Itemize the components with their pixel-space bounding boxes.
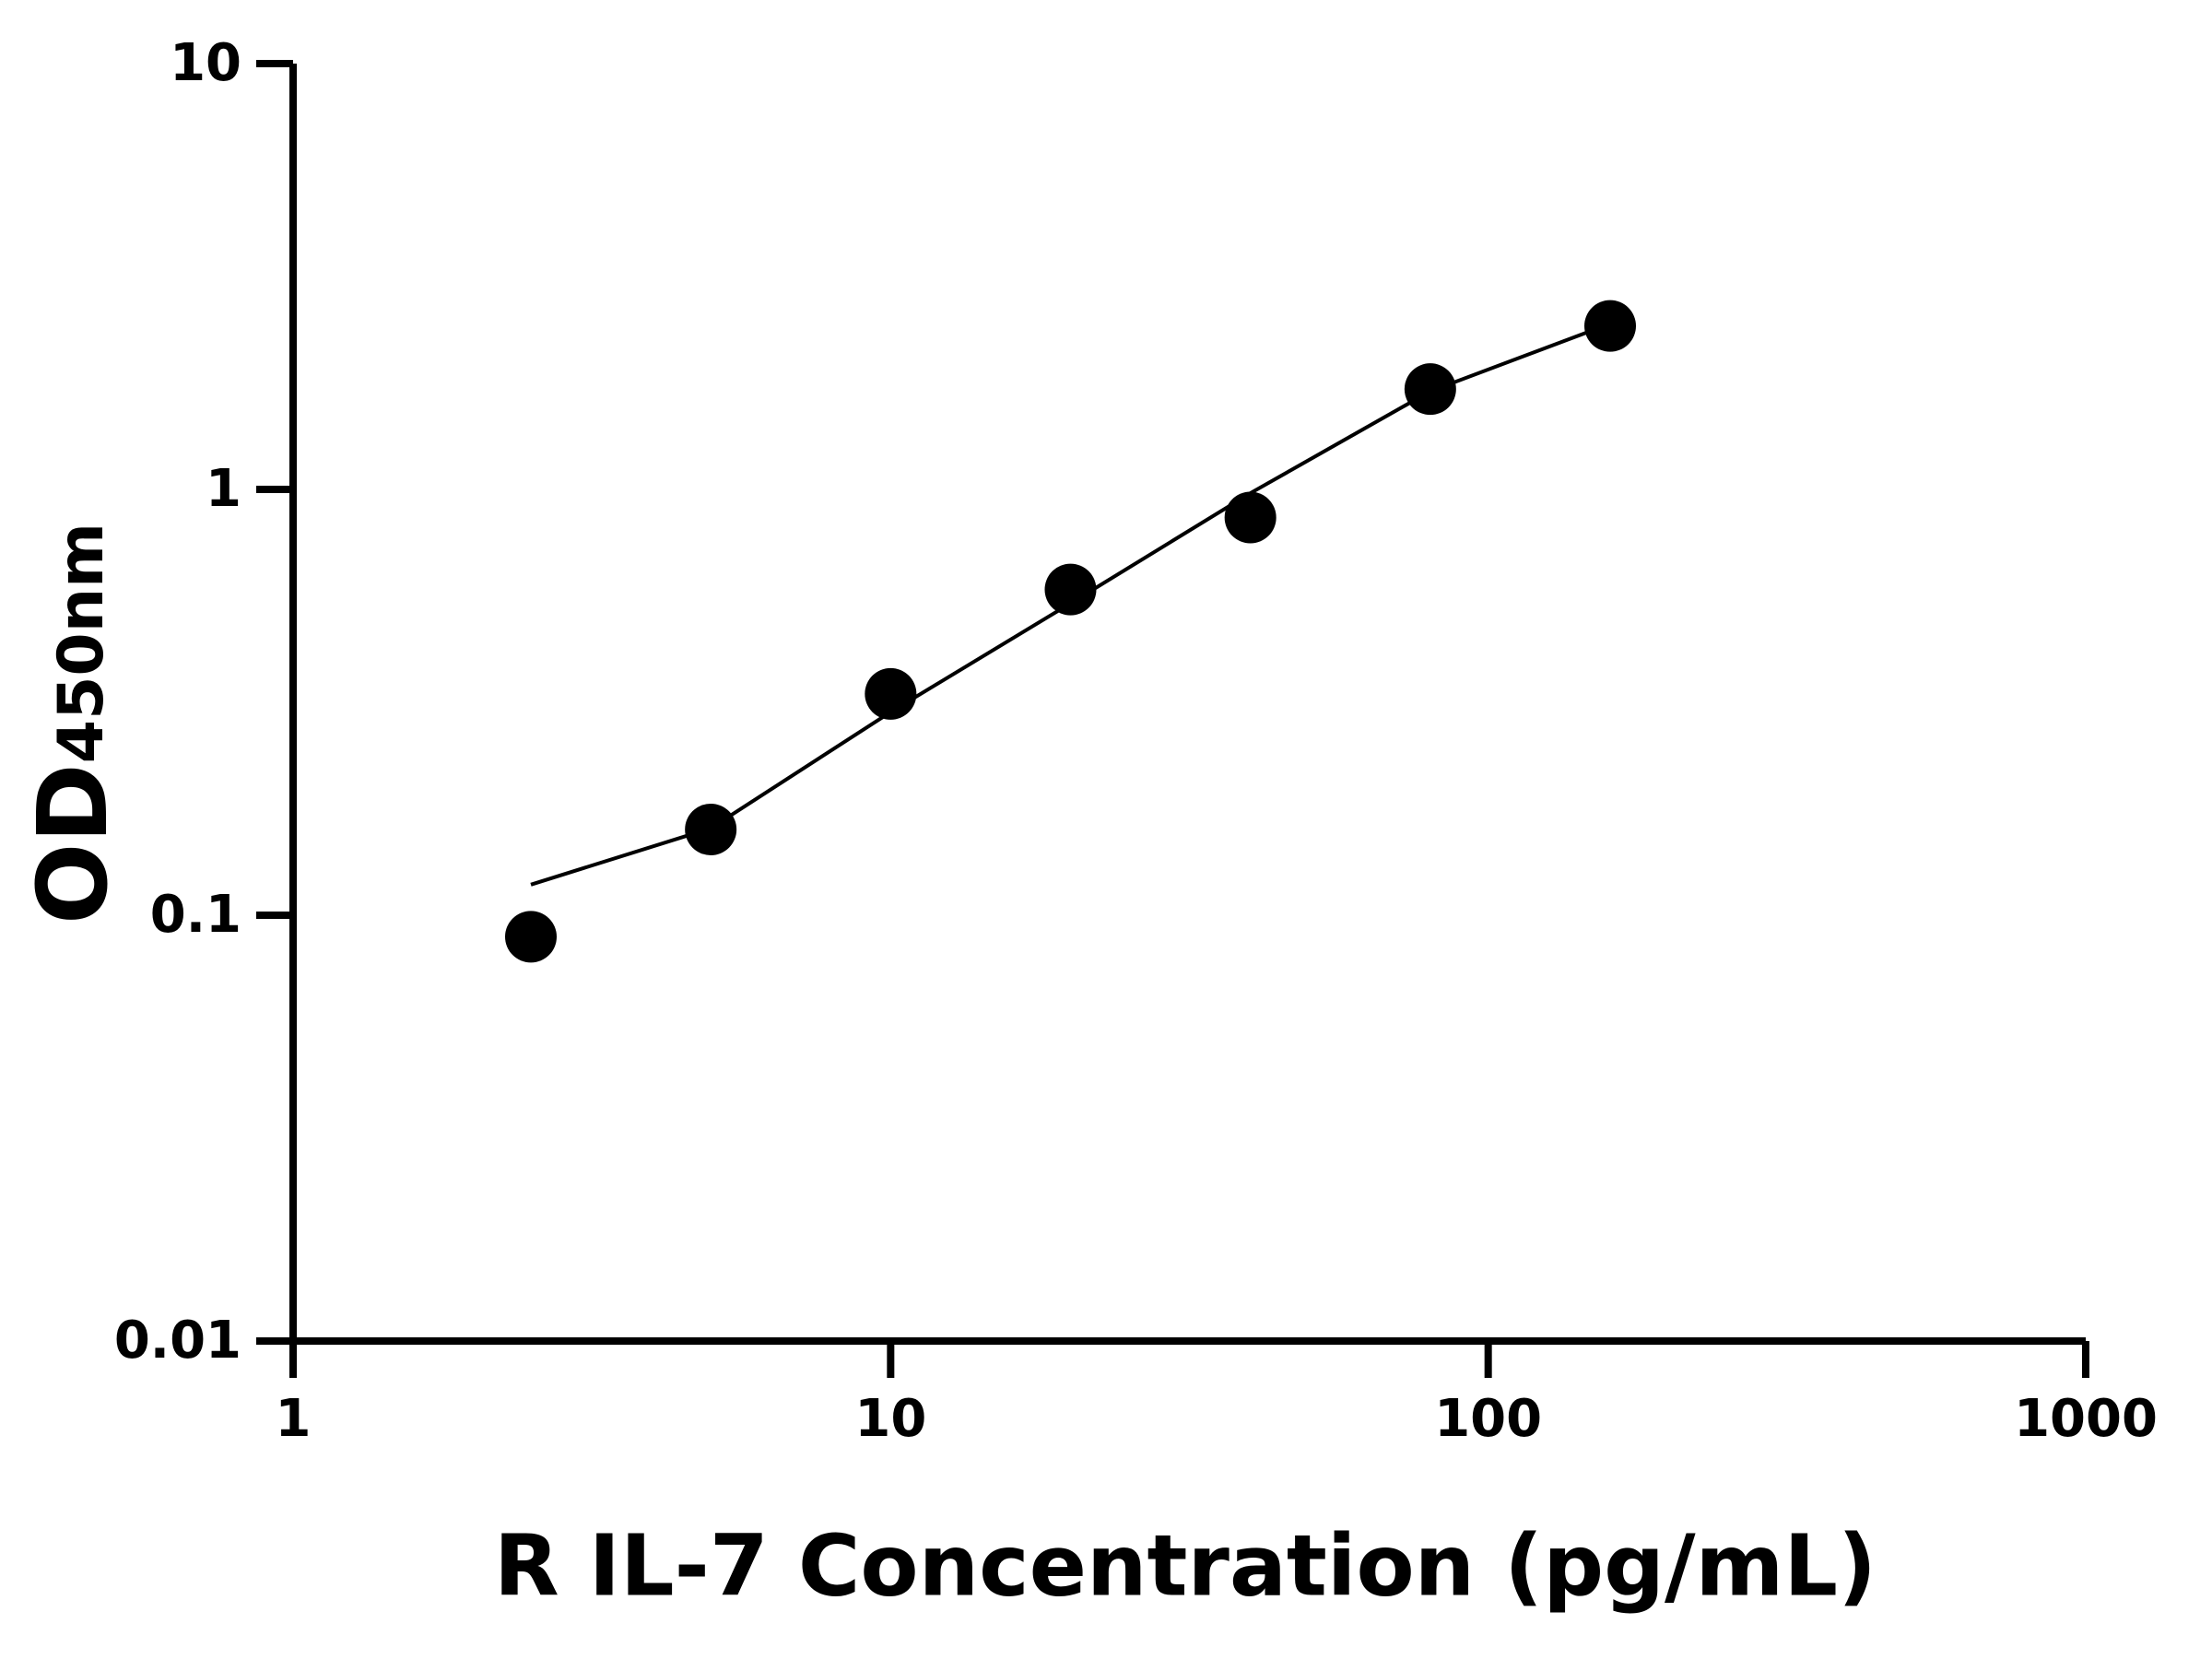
y-tick-label: 1 (206, 459, 241, 519)
data-point (1044, 563, 1097, 616)
data-point (1224, 491, 1277, 544)
data-point (865, 667, 917, 720)
data-point (685, 803, 737, 855)
y-tick-label: 0.1 (150, 885, 241, 945)
x-tick-label: 10 (854, 1389, 926, 1449)
x-tick-label: 1000 (2014, 1389, 2158, 1449)
data-point (1404, 363, 1456, 416)
x-tick-label: 1 (276, 1389, 312, 1449)
data-point (504, 911, 557, 963)
y-axis-label: OD450nm (17, 523, 129, 924)
y-axis-label-sub: 450nm (45, 523, 118, 763)
x-tick-label: 100 (1434, 1389, 1542, 1449)
data-point (1584, 300, 1637, 352)
y-axis-label-main: OD (17, 763, 129, 924)
y-tick-label: 10 (170, 33, 241, 93)
y-tick-label: 0.01 (114, 1311, 241, 1371)
x-axis-label: R IL-7 Concentration (pg/mL) (494, 1516, 1877, 1615)
